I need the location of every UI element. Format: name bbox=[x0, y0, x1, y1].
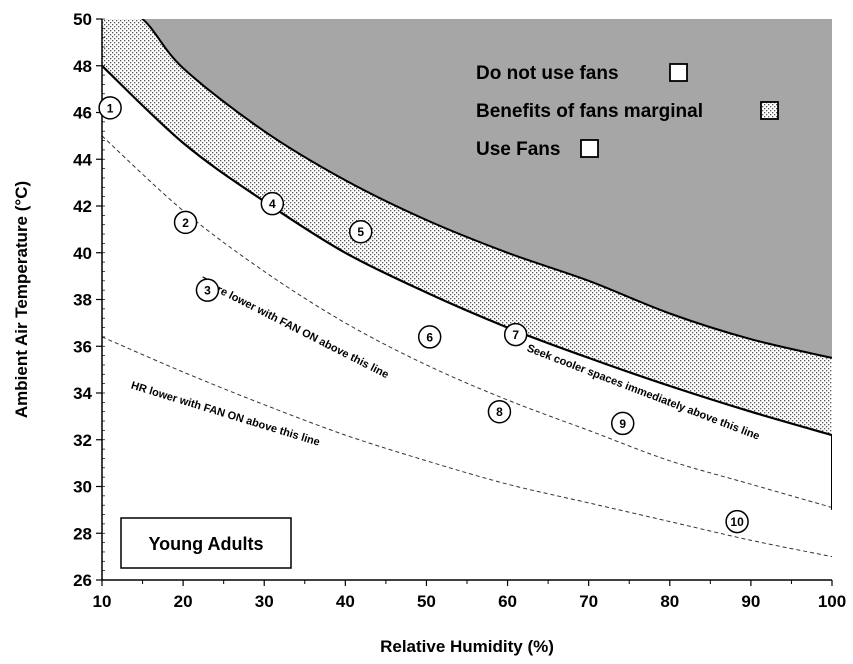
y-tick-label: 26 bbox=[73, 571, 92, 590]
x-tick-label: 50 bbox=[417, 592, 436, 611]
marker: 9 bbox=[610, 411, 635, 436]
marker-label: 9 bbox=[619, 417, 626, 431]
x-tick-label: 40 bbox=[336, 592, 355, 611]
x-ticks: 10 20 30 40 50 60 70 80 90 100 bbox=[93, 580, 846, 611]
x-tick-label: 90 bbox=[741, 592, 760, 611]
y-axis-title: Ambient Air Temperature (°C) bbox=[12, 181, 31, 418]
legend-label: Use Fans bbox=[476, 139, 560, 160]
marker-label: 8 bbox=[496, 405, 503, 419]
y-tick-label: 32 bbox=[73, 431, 92, 450]
marker-circle bbox=[503, 322, 528, 347]
y-tick-label: 36 bbox=[73, 337, 92, 356]
legend-label: Do not use fans bbox=[476, 63, 619, 84]
marker: 4 bbox=[260, 191, 285, 216]
y-tick-label: 40 bbox=[73, 244, 92, 263]
marker: 6 bbox=[417, 325, 442, 349]
marker-label: 6 bbox=[426, 330, 433, 344]
legend-label: Benefits of fans marginal bbox=[476, 101, 703, 122]
region-marginal-benefit bbox=[102, 19, 832, 436]
group-label-box: Young Adults bbox=[120, 517, 292, 569]
marker: 3 bbox=[195, 278, 220, 302]
x-tick-label: 30 bbox=[255, 592, 274, 611]
x-tick-label: 60 bbox=[498, 592, 517, 611]
marker: 5 bbox=[348, 219, 373, 244]
group-label: Young Adults bbox=[149, 534, 264, 554]
tcore-line bbox=[102, 135, 832, 508]
marker: 1 bbox=[98, 96, 122, 120]
marker: 8 bbox=[487, 399, 512, 424]
marker: 7 bbox=[503, 322, 528, 347]
marker-circle bbox=[260, 191, 285, 216]
marker-circle bbox=[98, 96, 122, 120]
marker-label: 3 bbox=[204, 284, 211, 298]
marker-label: 7 bbox=[512, 328, 519, 342]
marker-label: 5 bbox=[357, 225, 364, 239]
x-tick-label: 80 bbox=[660, 592, 679, 611]
marker: 10 bbox=[725, 509, 749, 534]
marker-circle bbox=[195, 278, 220, 302]
legend: Do not use fans Benefits of fans marginal… bbox=[476, 63, 779, 160]
y-tick-label: 46 bbox=[73, 104, 92, 123]
y-tick-label: 48 bbox=[73, 57, 92, 76]
marker-circle bbox=[610, 411, 635, 436]
legend-swatch bbox=[580, 139, 599, 158]
y-tick-label: 50 bbox=[73, 10, 92, 29]
y-tick-label: 34 bbox=[73, 384, 92, 403]
marker-circle bbox=[487, 399, 512, 424]
y-tick-label: 38 bbox=[73, 291, 92, 310]
marker-label: 10 bbox=[730, 515, 744, 529]
x-tick-label: 70 bbox=[579, 592, 598, 611]
y-tick-label: 42 bbox=[73, 197, 92, 216]
marker-label: 2 bbox=[182, 216, 189, 230]
upper-boundary-line bbox=[140, 19, 832, 359]
marker-circle bbox=[417, 325, 442, 349]
axes: 10 20 30 40 50 60 70 80 90 100 262830323436384042… bbox=[73, 10, 846, 611]
region-do-not-use-fans bbox=[102, 19, 832, 358]
y-tick-label: 44 bbox=[73, 150, 92, 169]
y-tick-label: 28 bbox=[73, 524, 92, 543]
marker-circle bbox=[348, 219, 373, 244]
y-tick-label: 30 bbox=[73, 478, 92, 497]
threshold-line bbox=[102, 65, 832, 437]
legend-swatch bbox=[760, 101, 779, 120]
markers: 1 2 3 4 5 6 7 8 9 10 bbox=[98, 96, 749, 534]
marker: 2 bbox=[173, 210, 198, 235]
x-tick-label: 20 bbox=[174, 592, 193, 611]
x-tick-label: 10 bbox=[93, 592, 112, 611]
marker-circle bbox=[173, 210, 198, 235]
line-annotation: HR lower with FAN ON above this line bbox=[130, 380, 322, 449]
legend-swatch bbox=[669, 63, 688, 82]
plot-lines bbox=[102, 19, 832, 558]
x-tick-label: 100 bbox=[818, 592, 846, 611]
plot-regions bbox=[102, 19, 832, 436]
hr-line bbox=[102, 336, 832, 558]
marker-circle bbox=[725, 509, 749, 534]
x-axis-title: Relative Humidity (%) bbox=[380, 637, 554, 656]
marker-label: 1 bbox=[107, 101, 114, 115]
marker-label: 4 bbox=[269, 197, 276, 211]
y-ticks: 26 28 30 32 34 36 38 40 42 44 46 48 50 bbox=[73, 10, 105, 590]
